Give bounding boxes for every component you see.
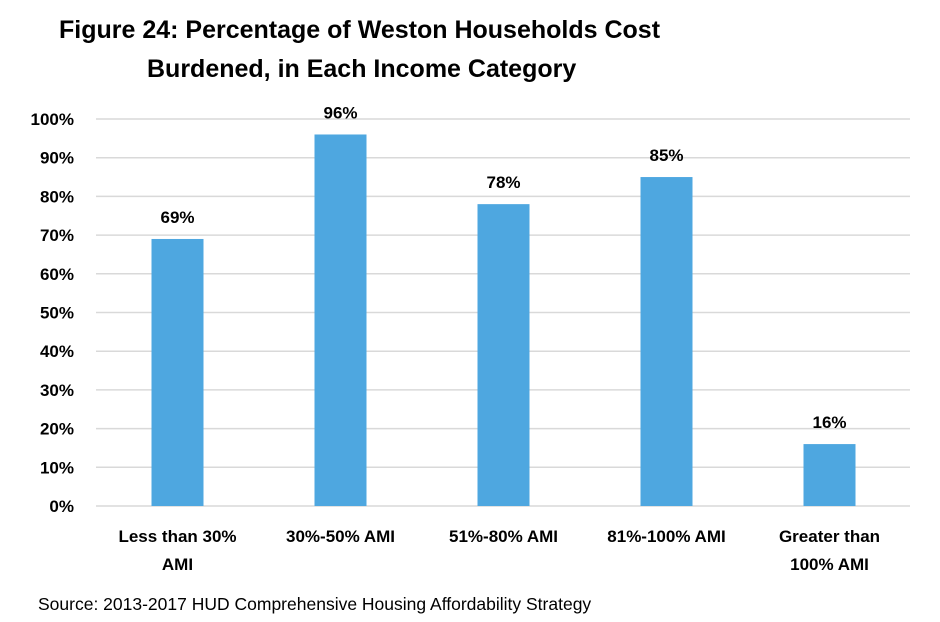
- bar: [477, 204, 530, 506]
- bar: [314, 134, 367, 507]
- data-label: 69%: [160, 208, 194, 227]
- y-tick-label: 100%: [31, 110, 74, 129]
- bar: [151, 238, 204, 506]
- x-tick-label: 100% AMI: [790, 555, 869, 574]
- y-tick-label: 30%: [40, 381, 74, 400]
- y-tick-label: 80%: [40, 187, 74, 206]
- chart-title-line-2: Burdened, in Each Income Category: [147, 55, 577, 83]
- bar: [640, 177, 693, 507]
- data-label: 16%: [812, 413, 846, 432]
- x-tick-label: 30%-50% AMI: [286, 527, 395, 546]
- chart-title-line-1: Figure 24: Percentage of Weston Househol…: [59, 16, 661, 44]
- x-tick-label: 51%-80% AMI: [449, 527, 558, 546]
- y-tick-label: 60%: [40, 265, 74, 284]
- bar: [803, 444, 856, 506]
- x-tick-label: Less than 30%: [118, 527, 236, 546]
- y-tick-label: 10%: [40, 458, 74, 477]
- data-label: 96%: [323, 103, 357, 122]
- y-tick-label: 20%: [40, 420, 74, 439]
- bar-chart: 0% 10% 20% 30% 40% 50% 60% 70% 80% 90% 100% 69% Less…: [31, 103, 910, 574]
- y-tick-label: 50%: [40, 304, 74, 323]
- x-tick-label: 81%-100% AMI: [607, 527, 725, 546]
- y-tick-label: 0%: [49, 497, 74, 516]
- y-tick-label: 40%: [40, 342, 74, 361]
- data-label: 85%: [649, 146, 683, 165]
- x-tick-label: AMI: [162, 555, 193, 574]
- x-tick-label: Greater than: [779, 527, 880, 546]
- source-note: Source: 2013-2017 HUD Comprehensive Hous…: [38, 594, 592, 614]
- y-tick-label: 90%: [40, 149, 74, 168]
- data-label: 78%: [486, 173, 520, 192]
- y-tick-label: 70%: [40, 226, 74, 245]
